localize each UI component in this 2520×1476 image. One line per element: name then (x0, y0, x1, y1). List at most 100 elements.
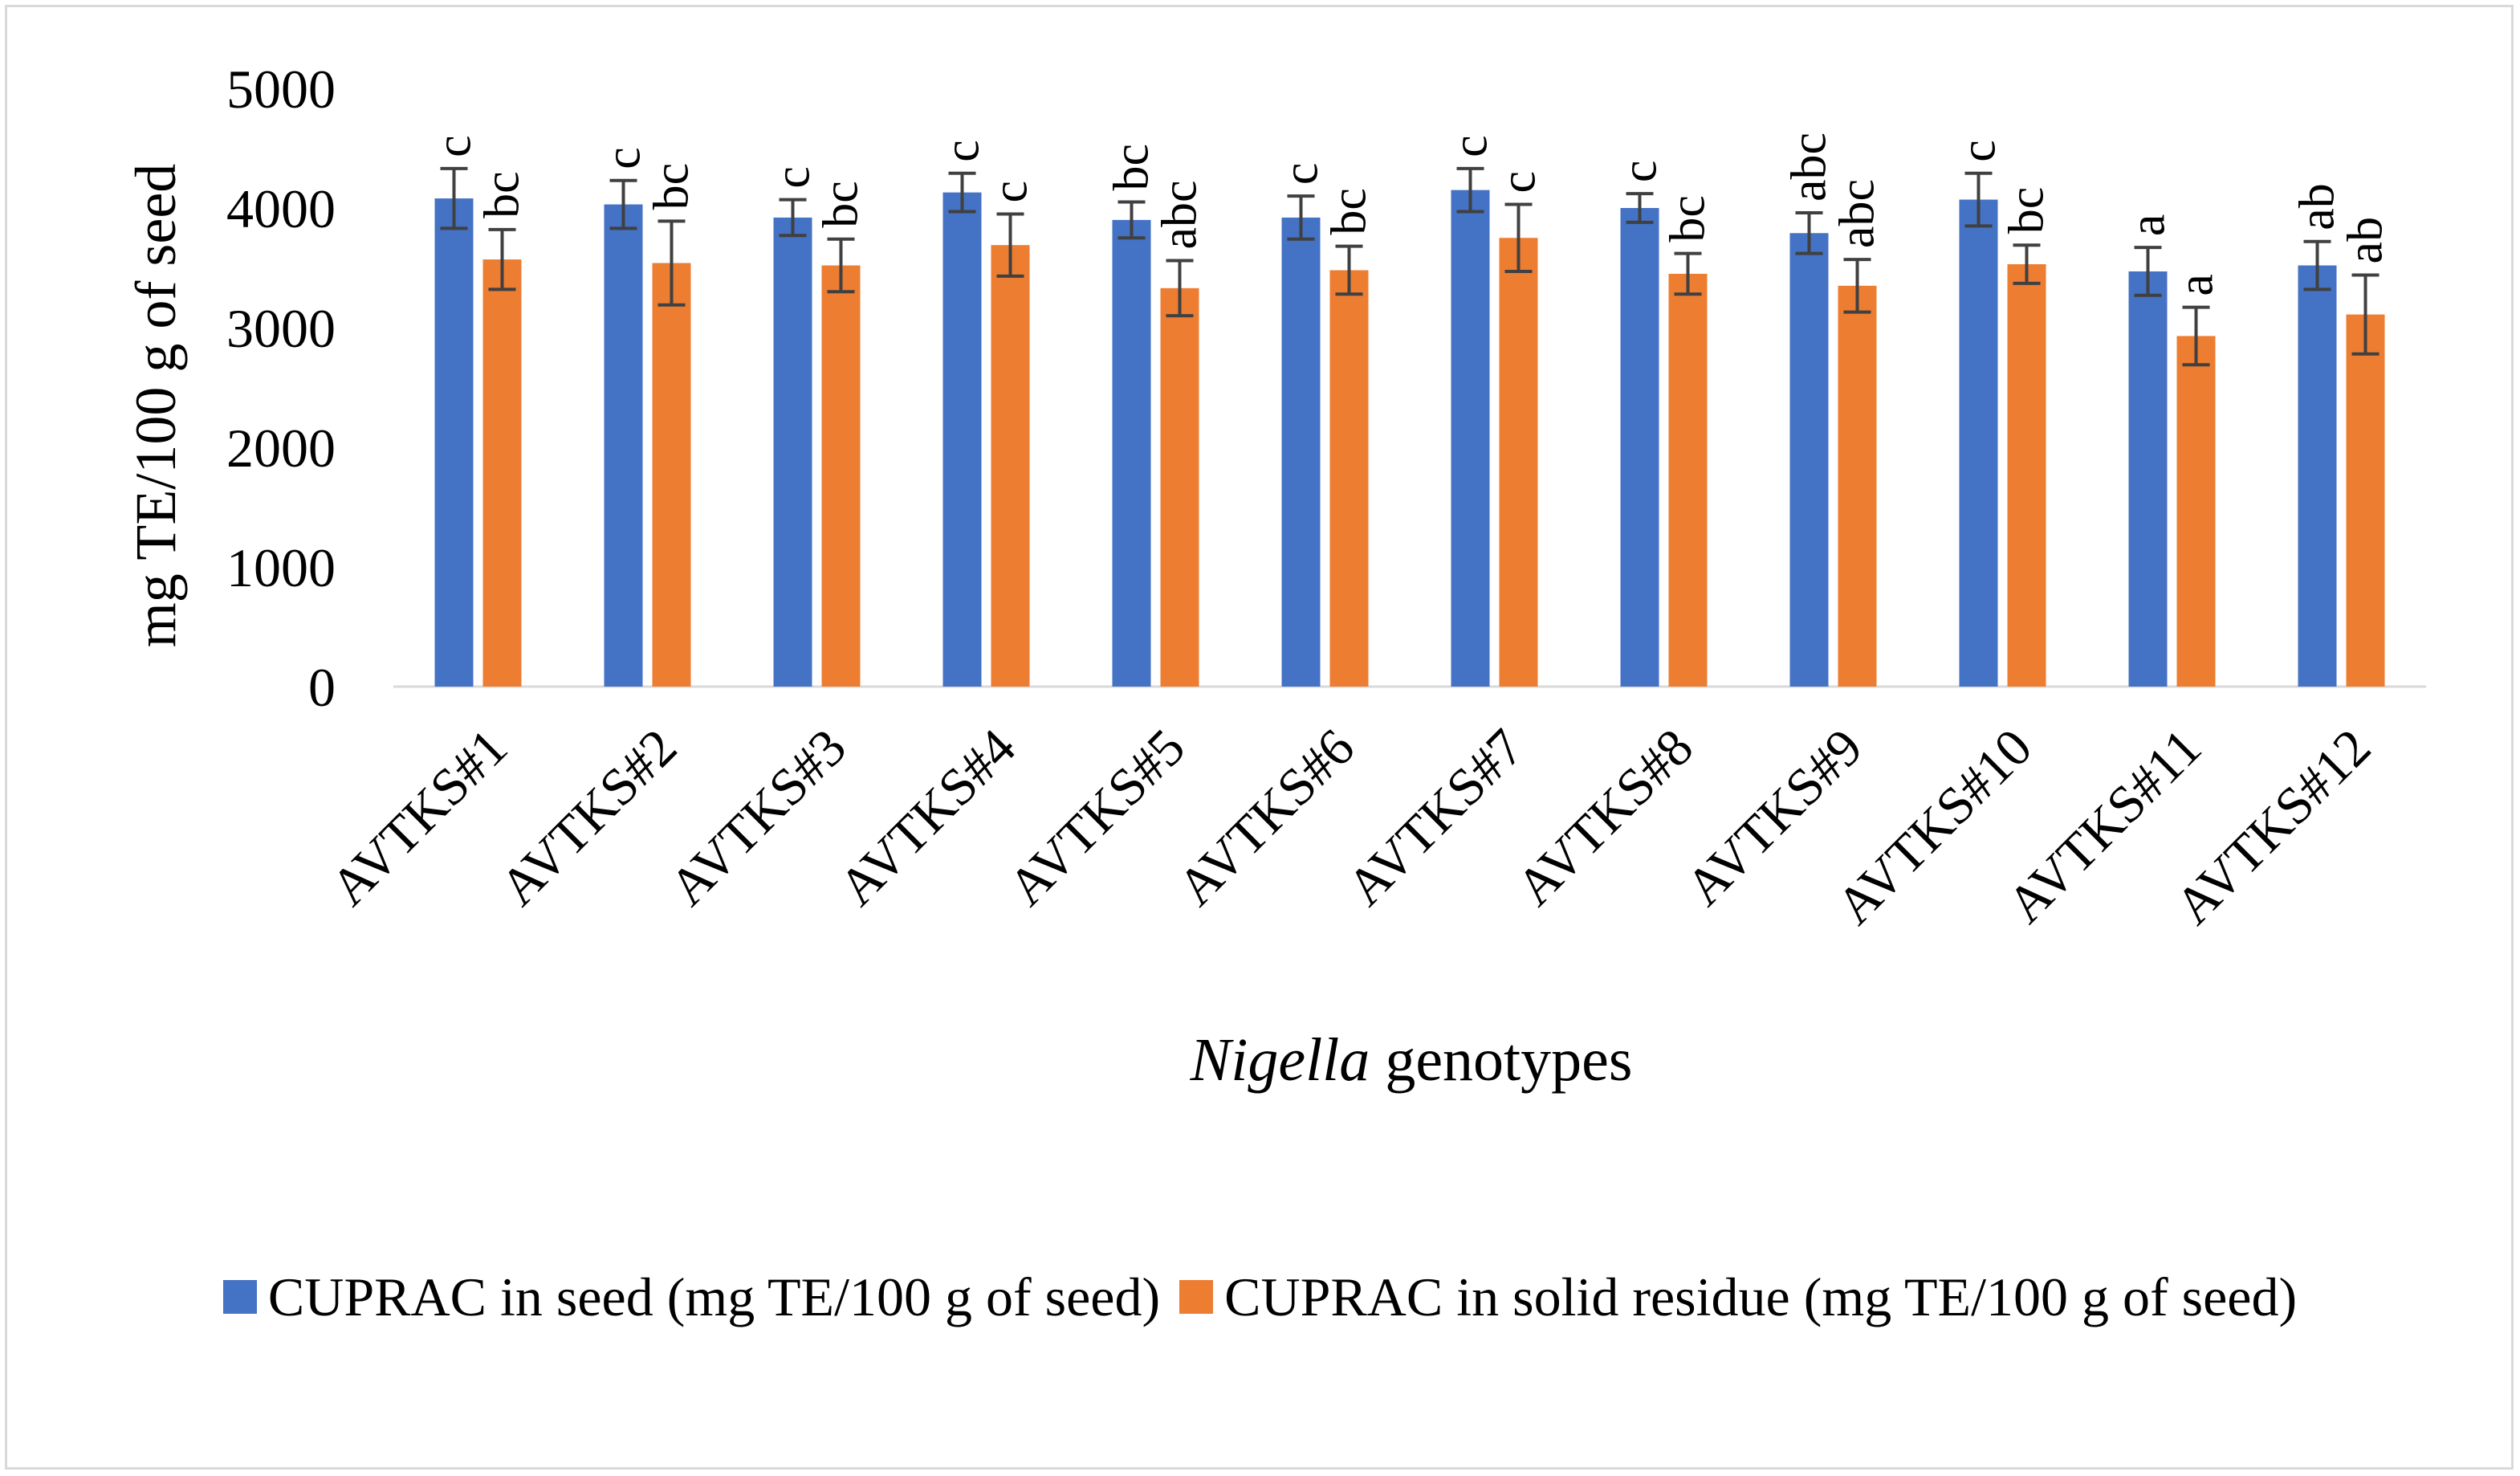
error-bar (948, 171, 976, 214)
x-tick-label: AVTKS#7 (1336, 718, 1535, 917)
bar-seed (1112, 219, 1151, 687)
legend-item-seed: CUPRAC in seed (mg TE/100 g of seed) (222, 1266, 1161, 1329)
bar-seed (1451, 190, 1490, 687)
significance-letter: a (2121, 214, 2176, 237)
significance-letter: bc (645, 163, 699, 210)
legend-label-seed: CUPRAC in seed (mg TE/100 g of seed) (267, 1266, 1161, 1327)
error-bar (1456, 166, 1484, 214)
significance-letter: c (1274, 163, 1329, 186)
bar-residue (1668, 273, 1708, 687)
significance-letter: abc (1782, 133, 1837, 202)
bar-residue (482, 259, 522, 687)
bar-seed (604, 204, 643, 687)
significance-letter: c (596, 147, 651, 169)
significance-letter: ab (2339, 217, 2393, 264)
significance-letter: c (983, 181, 1038, 203)
legend-label-residue: CUPRAC in solid residue (mg TE/100 g of … (1224, 1266, 2298, 1327)
x-tick-label: AVTKS#1 (320, 718, 519, 917)
significance-letter: c (935, 140, 990, 162)
significance-letter: abc (1830, 179, 1885, 248)
significance-letter: c (1613, 161, 1667, 183)
bar-seed (1620, 208, 1659, 687)
error-bar (1964, 171, 1993, 228)
error-bar (488, 227, 516, 292)
significance-letter: bc (2000, 187, 2054, 234)
error-bar (1674, 251, 1702, 296)
x-axis-title: Nigella genotypes (1190, 1026, 1633, 1094)
bar-residue (2176, 336, 2216, 687)
legend-item-residue: CUPRAC in solid residue (mg TE/100 g of … (1179, 1266, 2297, 1329)
significance-letter: bc (814, 181, 869, 228)
significance-letter: bc (1661, 195, 1716, 243)
significance-letter: c (1492, 171, 1546, 194)
bar-residue (1329, 270, 1369, 687)
error-bar (1843, 258, 1871, 314)
chart-frame (5, 5, 2514, 1470)
error-bars-layer (440, 166, 2380, 367)
bar-seed (1281, 217, 1321, 687)
error-bar (2351, 273, 2380, 356)
bar-seed (942, 192, 982, 687)
legend-swatch-residue (1179, 1280, 1214, 1314)
error-bar (996, 212, 1024, 278)
error-bar (2013, 243, 2041, 285)
significance-letter: bc (475, 171, 530, 218)
bars-layer (434, 190, 2385, 687)
y-tick-label: 0 (308, 657, 336, 718)
bar-residue (821, 265, 861, 687)
bar-seed (2298, 265, 2337, 687)
error-bar (657, 219, 686, 307)
bar-residue (1499, 238, 1538, 687)
significance-letter: abc (1153, 181, 1207, 250)
error-bar (2134, 246, 2162, 297)
significance-letter: c (766, 166, 820, 189)
legend-swatch-seed (222, 1280, 257, 1314)
x-tick-label: AVTKS#4 (828, 718, 1027, 917)
error-bar (779, 198, 807, 238)
x-axis-title-rest: genotypes (1370, 1026, 1632, 1094)
significance-letter: bc (1105, 144, 1159, 191)
significance-letter: c (1952, 140, 2006, 162)
bar-residue (1160, 287, 1199, 687)
x-axis-title-italic: Nigella (1190, 1026, 1370, 1094)
error-bar (2303, 239, 2331, 292)
error-bar (440, 166, 468, 230)
significance-letter: c (1443, 135, 1498, 157)
x-tick-label: AVTKS#5 (997, 718, 1196, 917)
y-tick-label: 3000 (226, 298, 336, 359)
bar-seed (773, 217, 812, 687)
bar-residue (652, 263, 691, 687)
y-axis-title: mg TE/100 g of seed (124, 164, 188, 648)
bar-residue (1838, 285, 1877, 687)
x-tick-label: AVTKS#3 (658, 718, 857, 917)
error-bar (1795, 210, 1823, 255)
bar-seed (1789, 233, 1829, 687)
bar-residue (2007, 264, 2046, 687)
x-tick-label: AVTKS#8 (1505, 718, 1704, 917)
bar-seed (434, 198, 474, 687)
significance-letter: c (427, 135, 482, 157)
error-bar (1287, 194, 1315, 241)
bar-seed (2128, 271, 2168, 687)
category-labels-layer: AVTKS#1AVTKS#2AVTKS#3AVTKS#4AVTKS#5AVTKS… (320, 718, 2382, 936)
significance-letter: bc (1322, 188, 1377, 235)
bar-residue (2346, 314, 2385, 687)
error-bar (609, 178, 637, 230)
error-bar (1166, 259, 1194, 318)
error-bar (1626, 192, 1654, 224)
y-tick-label: 2000 (226, 418, 336, 479)
bar-seed (1959, 199, 1998, 687)
error-bar (1118, 200, 1146, 240)
error-bar (1504, 202, 1533, 273)
error-bar (827, 237, 855, 294)
significance-letter: a (2169, 274, 2224, 296)
legend: CUPRAC in seed (mg TE/100 g of seed) CUP… (0, 1253, 2520, 1341)
y-tick-label: 1000 (226, 537, 336, 598)
bar-residue (991, 245, 1030, 687)
x-tick-label: AVTKS#6 (1166, 718, 1366, 917)
error-bar (2182, 305, 2210, 367)
y-axis-ticks: 0 1000 2000 3000 4000 5000 (226, 59, 336, 718)
significance-letter: ab (2290, 183, 2345, 230)
